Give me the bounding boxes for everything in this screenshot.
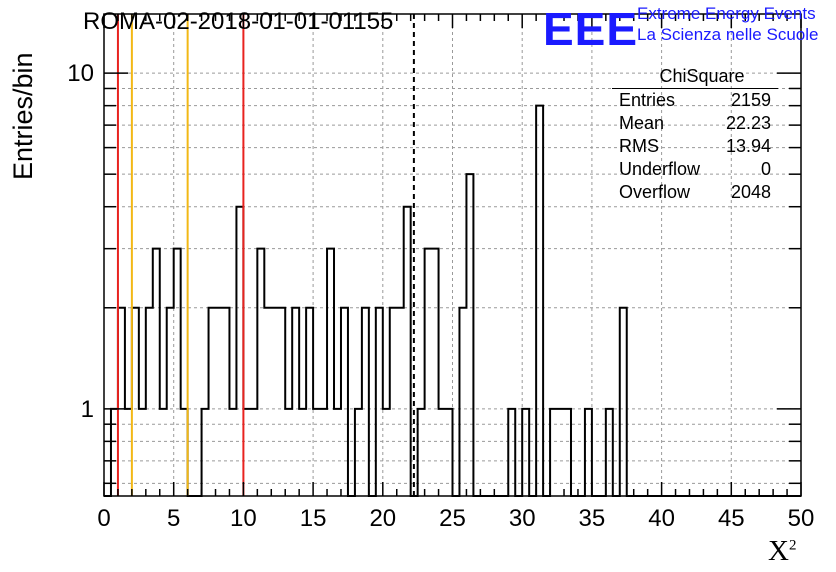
stats-row-overflow: Overflow 2048 — [612, 181, 778, 204]
y-tick-label: 10 — [67, 60, 94, 87]
histogram-bin — [146, 308, 153, 496]
stats-value: 2159 — [730, 90, 771, 110]
x-tick-label: 45 — [718, 505, 745, 532]
x-axis-label: X2 — [768, 535, 796, 568]
histogram-bin — [390, 308, 397, 496]
stats-row-entries: Entries 2159 — [612, 89, 778, 112]
stats-value: 0 — [760, 159, 771, 179]
stats-row-mean: Mean 22.23 — [612, 112, 778, 135]
histogram-bin — [271, 308, 278, 496]
stats-value: 2048 — [730, 182, 771, 202]
histogram-bin — [236, 207, 243, 496]
x-axis-label-base: X — [768, 535, 789, 567]
y-axis-label: Entries/bin — [8, 52, 38, 180]
stats-label: Mean — [619, 113, 665, 133]
histogram-bin — [466, 174, 473, 496]
experiment-subtitle: La Scienza nelle Scuole — [637, 25, 819, 44]
x-tick-label: 15 — [300, 505, 327, 532]
histogram-bin — [209, 308, 216, 496]
x-tick-label: 5 — [167, 505, 180, 532]
histogram-bin — [425, 249, 432, 496]
histogram-bin — [620, 308, 627, 496]
histogram-bin — [278, 308, 285, 496]
histogram-bin — [327, 249, 334, 496]
experiment-name: Extreme Energy Events — [637, 4, 816, 23]
x-axis-label-superscript: 2 — [788, 537, 797, 554]
histogram-bin — [216, 308, 223, 496]
histogram-bin — [222, 308, 229, 496]
grid-layer — [104, 14, 801, 496]
x-tick-label: 35 — [579, 505, 606, 532]
histogram-bin — [306, 308, 313, 496]
histogram-bin — [397, 308, 404, 496]
stats-row-underflow: Underflow 0 — [612, 158, 778, 181]
x-tick-label: 20 — [369, 505, 396, 532]
histogram-bin — [376, 308, 383, 496]
stats-box: ChiSquare Entries 2159 Mean 22.23 RMS 13.94… — [612, 66, 778, 204]
histogram-bin — [536, 106, 543, 496]
histogram-bin — [174, 249, 181, 496]
histogram-bin — [264, 308, 271, 496]
stats-label: RMS — [619, 136, 659, 156]
y-tick-label: 1 — [81, 396, 94, 423]
histogram-bin — [118, 308, 125, 496]
stats-value: 22.23 — [725, 113, 771, 133]
histogram-layer — [104, 104, 801, 497]
eee-logo: EEE — [543, 3, 639, 55]
run-title: ROMA-02-2018-01-01-01155 — [83, 8, 394, 35]
stats-label: Overflow — [619, 182, 691, 202]
histogram-bin — [404, 207, 411, 496]
stats-row-rms: RMS 13.94 — [612, 135, 778, 158]
stats-label: Underflow — [619, 159, 701, 179]
x-tick-label: 10 — [230, 505, 257, 532]
histogram-bin — [292, 308, 299, 496]
histogram-bin — [341, 308, 348, 496]
histogram-bin — [459, 308, 466, 496]
histogram-outline — [104, 104, 801, 497]
x-tick-label: 40 — [648, 505, 675, 532]
histogram-bin — [132, 308, 139, 496]
stats-title: ChiSquare — [612, 66, 778, 89]
x-tick-label: 0 — [97, 505, 110, 532]
marker-lines-layer — [116, 14, 415, 496]
histogram-bin — [167, 308, 174, 496]
x-tick-label: 25 — [439, 505, 466, 532]
x-tick-label: 50 — [788, 505, 815, 532]
histogram-bin — [362, 308, 369, 496]
stats-label: Entries — [619, 90, 676, 110]
histogram-bin — [153, 249, 160, 496]
histogram-bin — [257, 249, 264, 496]
stats-value: 13.94 — [725, 136, 771, 156]
axis-layer: 0 5 10 15 20 25 30 35 40 45 50 1 10 — [67, 13, 815, 532]
x-tick-label: 30 — [509, 505, 536, 532]
histogram-bin — [432, 249, 439, 496]
